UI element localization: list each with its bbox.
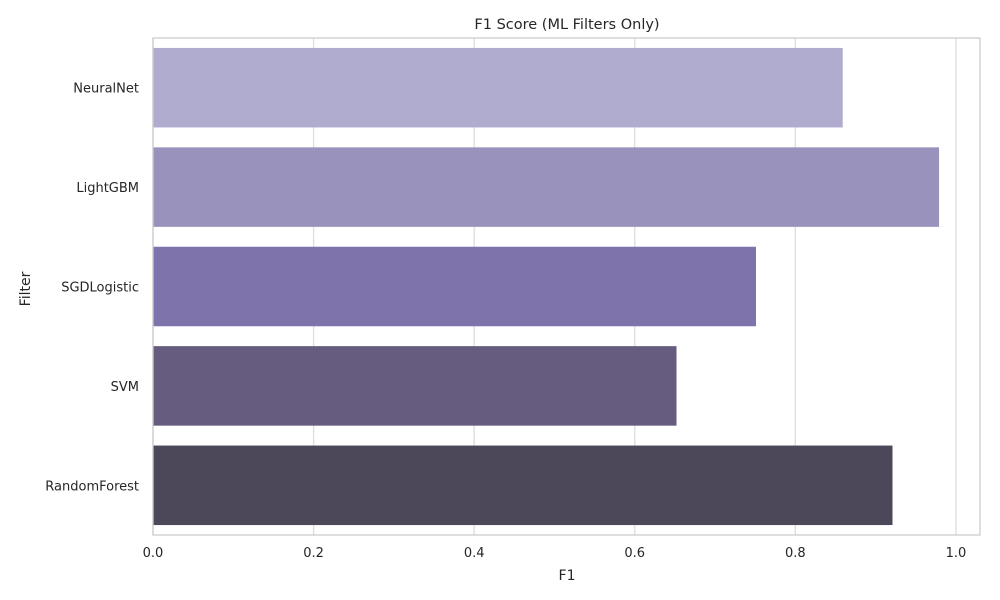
bar-randomforest <box>153 445 893 526</box>
x-tick-label: 1.0 <box>946 546 967 561</box>
bar-lightgbm <box>153 147 940 227</box>
bar-neuralnet <box>153 47 843 128</box>
bar-sgdlogistic <box>153 246 756 327</box>
x-tick-label: 0.4 <box>464 546 485 561</box>
bars <box>153 47 940 526</box>
x-tick-label: 0.0 <box>143 546 164 561</box>
y-category-label: SVM <box>111 380 139 395</box>
x-axis-label: F1 <box>559 568 576 584</box>
y-category-label: NeuralNet <box>73 82 139 97</box>
x-tick-label: 0.2 <box>303 546 324 561</box>
chart-title: F1 Score (ML Filters Only) <box>474 17 659 33</box>
y-category-label: SGDLogistic <box>61 281 139 296</box>
x-tick-label: 0.8 <box>785 546 806 561</box>
bar-svm <box>153 346 677 426</box>
y-category-labels: NeuralNet LightGBM SGDLogistic SVM RandomFor… <box>45 82 139 495</box>
x-tick-label: 0.6 <box>624 546 645 561</box>
y-category-label: LightGBM <box>76 181 139 196</box>
y-axis-label: Filter <box>18 271 34 306</box>
x-tick-labels: 0.0 0.2 0.4 0.6 0.8 1.0 <box>143 546 967 561</box>
y-category-label: RandomForest <box>45 479 139 494</box>
plot-frame <box>152 37 981 536</box>
